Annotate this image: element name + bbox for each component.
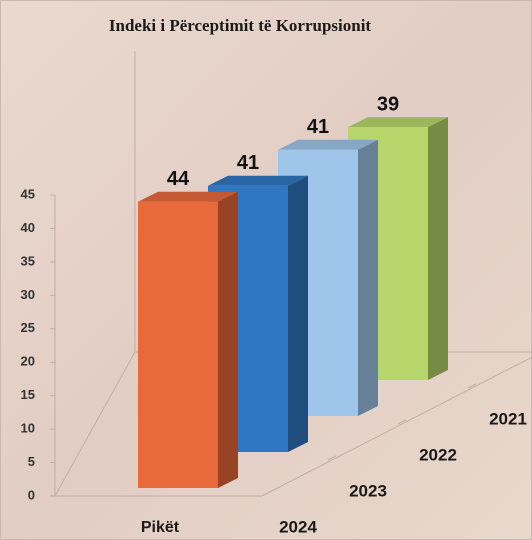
axis-line	[467, 383, 477, 389]
bar	[138, 201, 218, 488]
y-tick-label: 45	[21, 186, 35, 201]
x-tick-label: 2022	[419, 445, 457, 464]
y-tick-label: 0	[28, 487, 35, 502]
bar-side	[358, 139, 378, 416]
x-axis-label: Pikët	[141, 519, 180, 536]
x-tick-label: 2021	[489, 409, 527, 428]
y-tick-label: 40	[21, 220, 35, 235]
y-tick-label: 15	[21, 387, 35, 402]
y-tick-label: 5	[28, 454, 35, 469]
axis-line	[261, 356, 532, 497]
value-label: 41	[307, 116, 329, 138]
value-label: 44	[167, 168, 190, 190]
x-tick-label: 2023	[349, 481, 387, 500]
bar-side	[288, 175, 308, 452]
axis-line	[54, 351, 136, 497]
y-tick-label: 20	[21, 354, 35, 369]
y-tick-label: 30	[21, 287, 35, 302]
bar-side	[218, 191, 238, 488]
bar-top	[278, 139, 378, 150]
axis-line	[327, 455, 337, 461]
value-label: 39	[377, 93, 399, 115]
bar-top	[138, 191, 238, 202]
bar-top	[348, 117, 448, 128]
bar-side	[428, 117, 448, 380]
bar-top	[208, 175, 308, 186]
y-tick-label: 35	[21, 253, 35, 268]
chart-title: Indeki i Përceptimit të Korrupsionit	[109, 16, 372, 35]
y-tick-label: 10	[21, 421, 35, 436]
x-tick-label: 2024	[279, 517, 317, 536]
value-label: 41	[237, 152, 259, 174]
axis-line	[397, 419, 407, 425]
y-tick-label: 25	[21, 320, 35, 335]
